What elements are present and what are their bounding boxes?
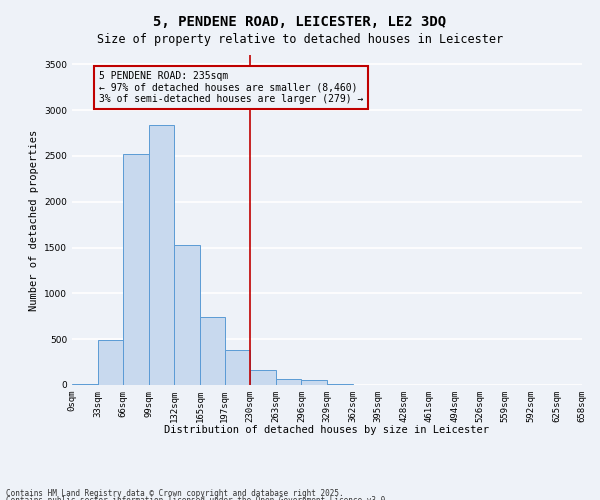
Text: 5 PENDENE ROAD: 235sqm
← 97% of detached houses are smaller (8,460)
3% of semi-d: 5 PENDENE ROAD: 235sqm ← 97% of detached…	[99, 70, 364, 104]
Text: Contains HM Land Registry data © Crown copyright and database right 2025.: Contains HM Land Registry data © Crown c…	[6, 488, 344, 498]
X-axis label: Distribution of detached houses by size in Leicester: Distribution of detached houses by size …	[164, 425, 490, 435]
Bar	[224, 350, 250, 385]
Bar	[327, 384, 353, 385]
Bar	[200, 317, 224, 385]
Bar	[149, 124, 175, 385]
Text: Size of property relative to detached houses in Leicester: Size of property relative to detached ho…	[97, 32, 503, 46]
Bar	[250, 370, 276, 385]
Bar	[175, 244, 200, 385]
Text: 5, PENDENE ROAD, LEICESTER, LE2 3DQ: 5, PENDENE ROAD, LEICESTER, LE2 3DQ	[154, 15, 446, 29]
Text: Contains public sector information licensed under the Open Government Licence v3: Contains public sector information licen…	[6, 496, 390, 500]
Bar	[123, 154, 149, 385]
Bar	[98, 340, 123, 385]
Y-axis label: Number of detached properties: Number of detached properties	[29, 130, 38, 310]
Bar	[72, 384, 98, 385]
Bar	[276, 378, 301, 385]
Bar	[301, 380, 327, 385]
